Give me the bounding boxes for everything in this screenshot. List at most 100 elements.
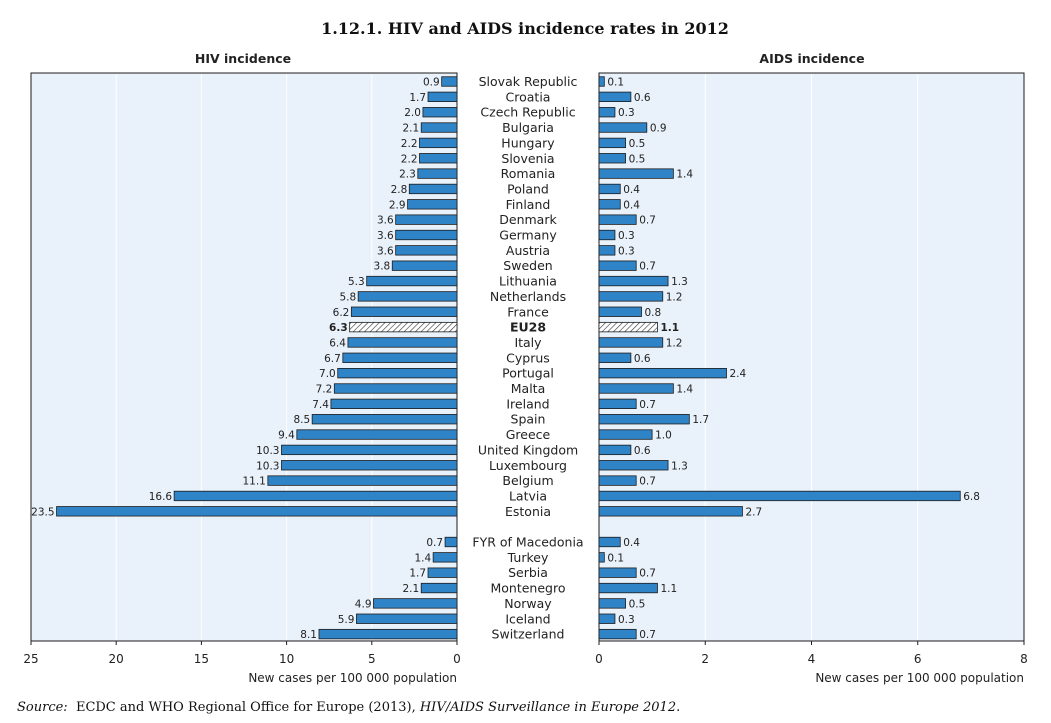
aids-bar-spain	[598, 414, 690, 425]
hiv-value-label-turkey: 1.4	[414, 552, 431, 564]
aids-value-label-finland: 0.4	[623, 199, 640, 211]
hiv-bar-lithuania	[366, 275, 458, 287]
aids-value-label-united-kingdom: 0.6	[634, 445, 651, 457]
hiv-bar-sweden	[391, 260, 458, 271]
country-label-switzerland: Switzerland	[492, 627, 565, 642]
hiv-bar-switzerland	[318, 628, 458, 640]
source-end: .	[676, 700, 680, 715]
hiv-bar-belgium	[267, 475, 458, 486]
aids-bar-portugal	[598, 367, 727, 379]
hiv-value-label-bulgaria: 2.1	[403, 123, 420, 135]
hiv-value-label-finland: 2.9	[389, 199, 406, 211]
hiv-tick-label: 0	[453, 652, 461, 666]
hiv-bar-estonia	[56, 506, 458, 517]
aids-bar-united-kingdom	[598, 444, 632, 456]
hiv-value-label-ireland: 7.4	[312, 399, 329, 411]
hiv-value-label-serbia: 1.7	[409, 568, 426, 580]
aids-bar-iceland	[598, 613, 616, 624]
hiv-value-label-italy: 6.4	[329, 337, 346, 349]
aids-bar-estonia	[598, 506, 743, 517]
country-label-czech-republic: Czech Republic	[480, 105, 575, 120]
aids-tick-label: 4	[808, 652, 816, 666]
aids-value-label-sweden: 0.7	[639, 261, 656, 273]
aids-value-label-romania: 1.4	[676, 169, 693, 181]
hiv-tick-label: 25	[23, 652, 38, 666]
hiv-value-label-iceland: 5.9	[338, 614, 355, 626]
country-label-denmark: Denmark	[499, 212, 557, 227]
aids-value-label-cyprus: 0.6	[634, 353, 651, 365]
hiv-value-label-spain: 8.5	[293, 414, 310, 426]
hiv-tick-label: 15	[194, 652, 209, 666]
hiv-tick-label: 10	[279, 652, 294, 666]
hiv-panel-title: HIV incidence	[195, 51, 291, 66]
aids-bar-netherlands	[598, 291, 664, 302]
hiv-bar-croatia	[427, 91, 458, 102]
aids-bar-norway	[598, 598, 626, 609]
aids-value-label-portugal: 2.4	[730, 368, 747, 380]
aids-panel-title: AIDS incidence	[759, 51, 864, 66]
country-label-france: France	[507, 304, 549, 319]
aids-bar-hungary	[598, 137, 626, 149]
country-label-germany: Germany	[499, 228, 557, 243]
aids-x-axis-label: New cases per 100 000 population	[815, 671, 1024, 685]
hiv-bar-spain	[311, 414, 458, 425]
hiv-bar-malta	[333, 383, 458, 394]
hiv-value-label-belgium: 11.1	[242, 476, 265, 488]
aids-value-label-estonia: 2.7	[745, 506, 762, 518]
country-label-netherlands: Netherlands	[490, 289, 566, 304]
hiv-value-label-estonia: 23.5	[31, 506, 54, 518]
hiv-bar-latvia	[173, 490, 458, 502]
hiv-bar-greece	[296, 429, 458, 440]
hiv-bar-slovenia	[419, 153, 458, 164]
hiv-bar-poland	[408, 183, 458, 195]
country-label-turkey: Turkey	[507, 550, 549, 565]
country-label-fyr-of-macedonia: FYR of Macedonia	[472, 535, 583, 550]
country-label-slovak-republic: Slovak Republic	[479, 74, 578, 89]
aids-tick-label: 0	[595, 652, 603, 666]
aids-value-label-hungary: 0.5	[629, 138, 646, 150]
hiv-bar-france	[350, 306, 458, 317]
hiv-value-label-malta: 7.2	[316, 384, 333, 396]
aids-bar-greece	[598, 429, 653, 440]
aids-value-label-italy: 1.2	[666, 337, 683, 349]
hiv-value-label-sweden: 3.8	[374, 261, 391, 273]
country-label-cyprus: Cyprus	[506, 350, 550, 365]
aids-value-label-lithuania: 1.3	[671, 276, 688, 288]
source-label: Source:	[17, 700, 68, 715]
hiv-value-label-eu28: 6.3	[329, 322, 348, 334]
country-label-estonia: Estonia	[505, 504, 551, 519]
aids-bar-malta	[598, 383, 674, 394]
country-label-slovenia: Slovenia	[501, 151, 554, 166]
aids-bar-turkey	[598, 552, 605, 563]
hiv-bar-austria	[395, 245, 458, 256]
source-publication: HIV/AIDS Surveillance in Europe 2012	[419, 700, 676, 715]
hiv-value-label-latvia: 16.6	[149, 491, 173, 503]
hiv-value-label-switzerland: 8.1	[300, 629, 317, 641]
hiv-bar-norway	[373, 598, 458, 609]
aids-tick-label: 8	[1020, 652, 1028, 666]
hiv-bar-italy	[347, 337, 458, 348]
hiv-value-label-greece: 9.4	[278, 430, 295, 442]
aids-value-label-denmark: 0.7	[639, 215, 656, 227]
chart-title: 1.12.1. HIV and AIDS incidence rates in …	[321, 19, 729, 38]
aids-bars: 0.1 0.6 0.3 0.9 0.5 0.5 1.4 0.4 0.4 0.7 0.3 0.3 0.7 1…	[598, 76, 980, 641]
hiv-bar-czech-republic	[422, 107, 458, 118]
aids-bar-denmark	[598, 214, 637, 225]
country-label-montenegro: Montenegro	[490, 581, 565, 596]
hiv-value-label-luxembourg: 10.3	[256, 460, 279, 472]
hiv-bar-united-kingdom	[281, 444, 458, 456]
aids-bar-finland	[598, 199, 621, 210]
hiv-bar-ireland	[330, 398, 458, 410]
aids-value-label-croatia: 0.6	[634, 92, 651, 104]
country-label-austria: Austria	[506, 243, 550, 258]
aids-bar-eu28	[598, 321, 658, 333]
hiv-value-label-france: 6.2	[333, 307, 350, 319]
country-label-sweden: Sweden	[503, 258, 552, 273]
hiv-value-label-portugal: 7.0	[319, 368, 336, 380]
aids-value-label-ireland: 0.7	[639, 399, 656, 411]
aids-bar-germany	[598, 229, 616, 241]
hiv-tick-label: 5	[368, 652, 376, 666]
hiv-bar-hungary	[419, 137, 458, 149]
hiv-bar-eu28	[349, 321, 458, 333]
hiv-value-label-germany: 3.6	[377, 230, 394, 242]
